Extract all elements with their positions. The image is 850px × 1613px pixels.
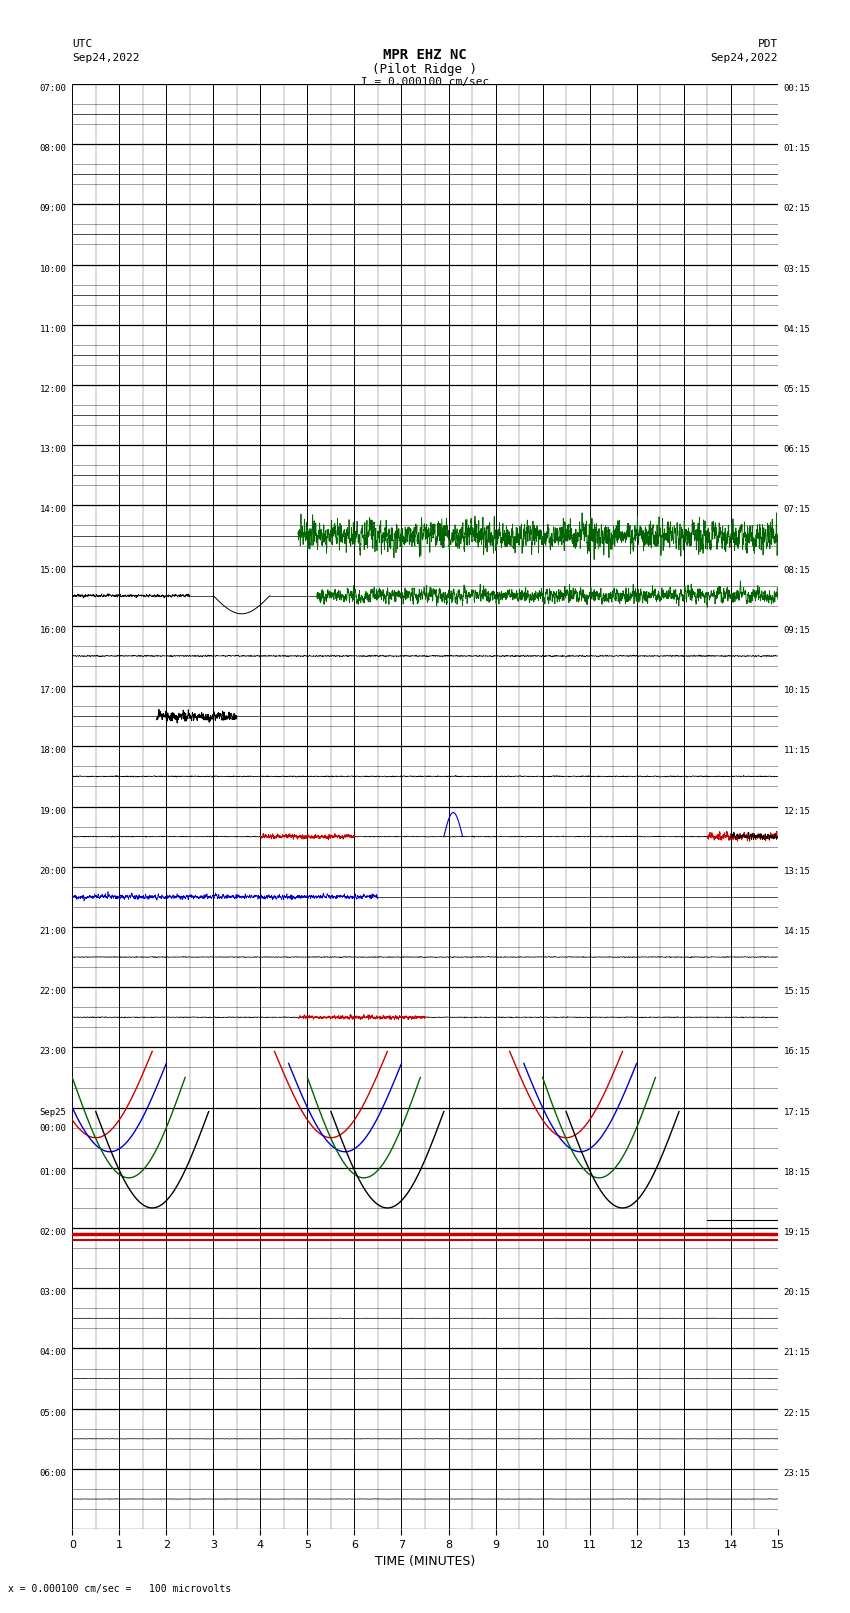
Text: 05:00: 05:00 xyxy=(40,1408,66,1418)
Text: 00:15: 00:15 xyxy=(784,84,810,94)
Text: 07:15: 07:15 xyxy=(784,505,810,515)
Text: 11:00: 11:00 xyxy=(40,324,66,334)
Text: 01:15: 01:15 xyxy=(784,144,810,153)
Text: PDT: PDT xyxy=(757,39,778,48)
Text: x = 0.000100 cm/sec =   100 microvolts: x = 0.000100 cm/sec = 100 microvolts xyxy=(8,1584,232,1594)
Text: 02:15: 02:15 xyxy=(784,205,810,213)
Text: 09:00: 09:00 xyxy=(40,205,66,213)
Text: 03:00: 03:00 xyxy=(40,1289,66,1297)
Text: 13:00: 13:00 xyxy=(40,445,66,455)
Text: 14:00: 14:00 xyxy=(40,505,66,515)
Text: 04:00: 04:00 xyxy=(40,1348,66,1358)
X-axis label: TIME (MINUTES): TIME (MINUTES) xyxy=(375,1555,475,1568)
Text: Sep24,2022: Sep24,2022 xyxy=(711,53,778,63)
Text: 21:00: 21:00 xyxy=(40,927,66,936)
Text: 12:00: 12:00 xyxy=(40,386,66,394)
Text: 23:00: 23:00 xyxy=(40,1047,66,1057)
Text: Sep24,2022: Sep24,2022 xyxy=(72,53,139,63)
Text: 16:00: 16:00 xyxy=(40,626,66,636)
Text: 15:15: 15:15 xyxy=(784,987,810,997)
Text: 17:00: 17:00 xyxy=(40,686,66,695)
Text: 08:00: 08:00 xyxy=(40,144,66,153)
Text: 10:15: 10:15 xyxy=(784,686,810,695)
Text: I = 0.000100 cm/sec: I = 0.000100 cm/sec xyxy=(361,77,489,87)
Text: 22:00: 22:00 xyxy=(40,987,66,997)
Text: UTC: UTC xyxy=(72,39,93,48)
Text: 21:15: 21:15 xyxy=(784,1348,810,1358)
Text: 07:00: 07:00 xyxy=(40,84,66,94)
Text: 19:15: 19:15 xyxy=(784,1227,810,1237)
Text: 16:15: 16:15 xyxy=(784,1047,810,1057)
Text: Sep25: Sep25 xyxy=(40,1108,66,1116)
Text: 19:00: 19:00 xyxy=(40,806,66,816)
Text: 14:15: 14:15 xyxy=(784,927,810,936)
Text: (Pilot Ridge ): (Pilot Ridge ) xyxy=(372,63,478,76)
Text: 13:15: 13:15 xyxy=(784,866,810,876)
Text: 10:00: 10:00 xyxy=(40,265,66,274)
Text: 08:15: 08:15 xyxy=(784,566,810,574)
Text: 23:15: 23:15 xyxy=(784,1469,810,1478)
Text: 11:15: 11:15 xyxy=(784,747,810,755)
Text: 15:00: 15:00 xyxy=(40,566,66,574)
Text: 18:00: 18:00 xyxy=(40,747,66,755)
Text: 17:15: 17:15 xyxy=(784,1108,810,1116)
Text: MPR EHZ NC: MPR EHZ NC xyxy=(383,48,467,63)
Text: 03:15: 03:15 xyxy=(784,265,810,274)
Text: 20:00: 20:00 xyxy=(40,866,66,876)
Text: 02:00: 02:00 xyxy=(40,1227,66,1237)
Text: 06:00: 06:00 xyxy=(40,1469,66,1478)
Text: 04:15: 04:15 xyxy=(784,324,810,334)
Text: 06:15: 06:15 xyxy=(784,445,810,455)
Text: 05:15: 05:15 xyxy=(784,386,810,394)
Text: 20:15: 20:15 xyxy=(784,1289,810,1297)
Text: 22:15: 22:15 xyxy=(784,1408,810,1418)
Text: 12:15: 12:15 xyxy=(784,806,810,816)
Text: 01:00: 01:00 xyxy=(40,1168,66,1177)
Text: 18:15: 18:15 xyxy=(784,1168,810,1177)
Text: 09:15: 09:15 xyxy=(784,626,810,636)
Text: 00:00: 00:00 xyxy=(40,1124,66,1132)
